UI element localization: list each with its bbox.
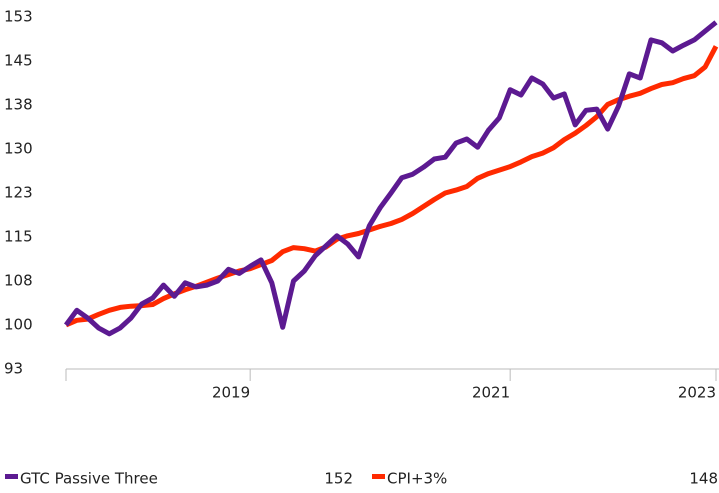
legend-value: 148	[689, 470, 718, 488]
y-tick-label: 123	[4, 184, 33, 202]
legend-swatch	[372, 474, 385, 479]
y-tick-label: 93	[4, 360, 23, 378]
legend-label: GTC Passive Three	[20, 470, 158, 488]
series-line	[63, 20, 718, 337]
y-tick-label: 138	[4, 96, 33, 114]
legend-swatch	[5, 474, 18, 479]
legend-value: 152	[324, 470, 353, 488]
y-tick-label: 153	[4, 8, 33, 26]
x-tick-label: 2019	[212, 384, 250, 402]
x-tick-label: 2021	[472, 384, 510, 402]
y-tick-label: 100	[4, 316, 33, 334]
y-tick-label: 145	[4, 52, 33, 70]
y-tick-label: 130	[4, 140, 33, 158]
y-tick-label: 108	[4, 272, 33, 290]
y-tick-label: 115	[4, 228, 33, 246]
x-tick-label: 2023	[678, 384, 716, 402]
legend-label: CPI+3%	[387, 470, 447, 488]
